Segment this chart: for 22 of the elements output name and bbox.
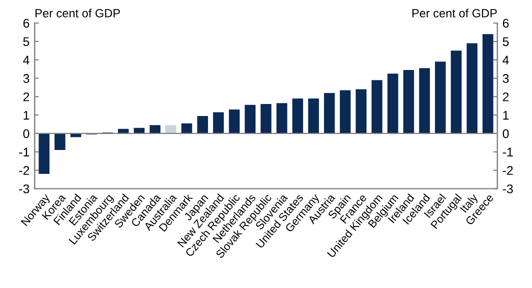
y-axis-title: Per cent of GDP	[36, 8, 120, 18]
y-tick-label: -1	[19, 148, 30, 156]
y2-tick-label: 3	[502, 74, 509, 83]
y2-tick-label: -2	[502, 166, 513, 175]
y-tick-label: 1	[24, 110, 30, 120]
y-tick-label: 6	[23, 18, 30, 28]
y-tick-label: -3	[19, 184, 30, 194]
y2-axis-title: Per cent of GDP	[412, 8, 497, 18]
y-tick-label: 5	[23, 37, 30, 46]
y2-tick-label: 6	[502, 18, 509, 28]
y-tick-label: 0	[23, 129, 30, 138]
y2-tick-label: -1	[502, 148, 513, 156]
y-tick-label: 3	[23, 74, 30, 83]
y2-tick-label: 0	[502, 129, 509, 138]
y2-tick-label: 5	[502, 37, 509, 46]
y2-tick-label: 2	[502, 92, 509, 102]
y2-tick-label: 1	[503, 110, 509, 120]
y-tick-label: 2	[23, 92, 30, 102]
y2-tick-label: 4	[502, 56, 509, 64]
y-tick-label: -2	[19, 166, 30, 175]
y-tick-label: 4	[23, 56, 30, 64]
y2-tick-label: -3	[502, 184, 513, 194]
